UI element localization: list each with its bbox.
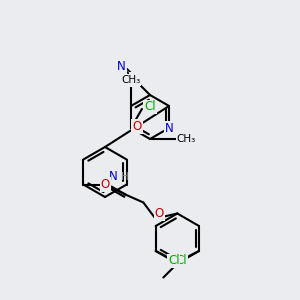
Text: O: O — [155, 207, 164, 220]
Text: N: N — [117, 60, 126, 73]
Text: Cl: Cl — [175, 254, 187, 268]
Text: CH₃: CH₃ — [176, 134, 196, 144]
Text: O: O — [132, 120, 142, 133]
Text: H: H — [121, 172, 129, 182]
Text: N: N — [165, 122, 173, 134]
Text: Cl: Cl — [168, 254, 179, 268]
Text: O: O — [101, 178, 110, 191]
Text: N: N — [109, 170, 118, 183]
Text: Cl: Cl — [144, 100, 156, 113]
Text: C: C — [130, 73, 139, 86]
Text: CH₃: CH₃ — [121, 75, 141, 85]
